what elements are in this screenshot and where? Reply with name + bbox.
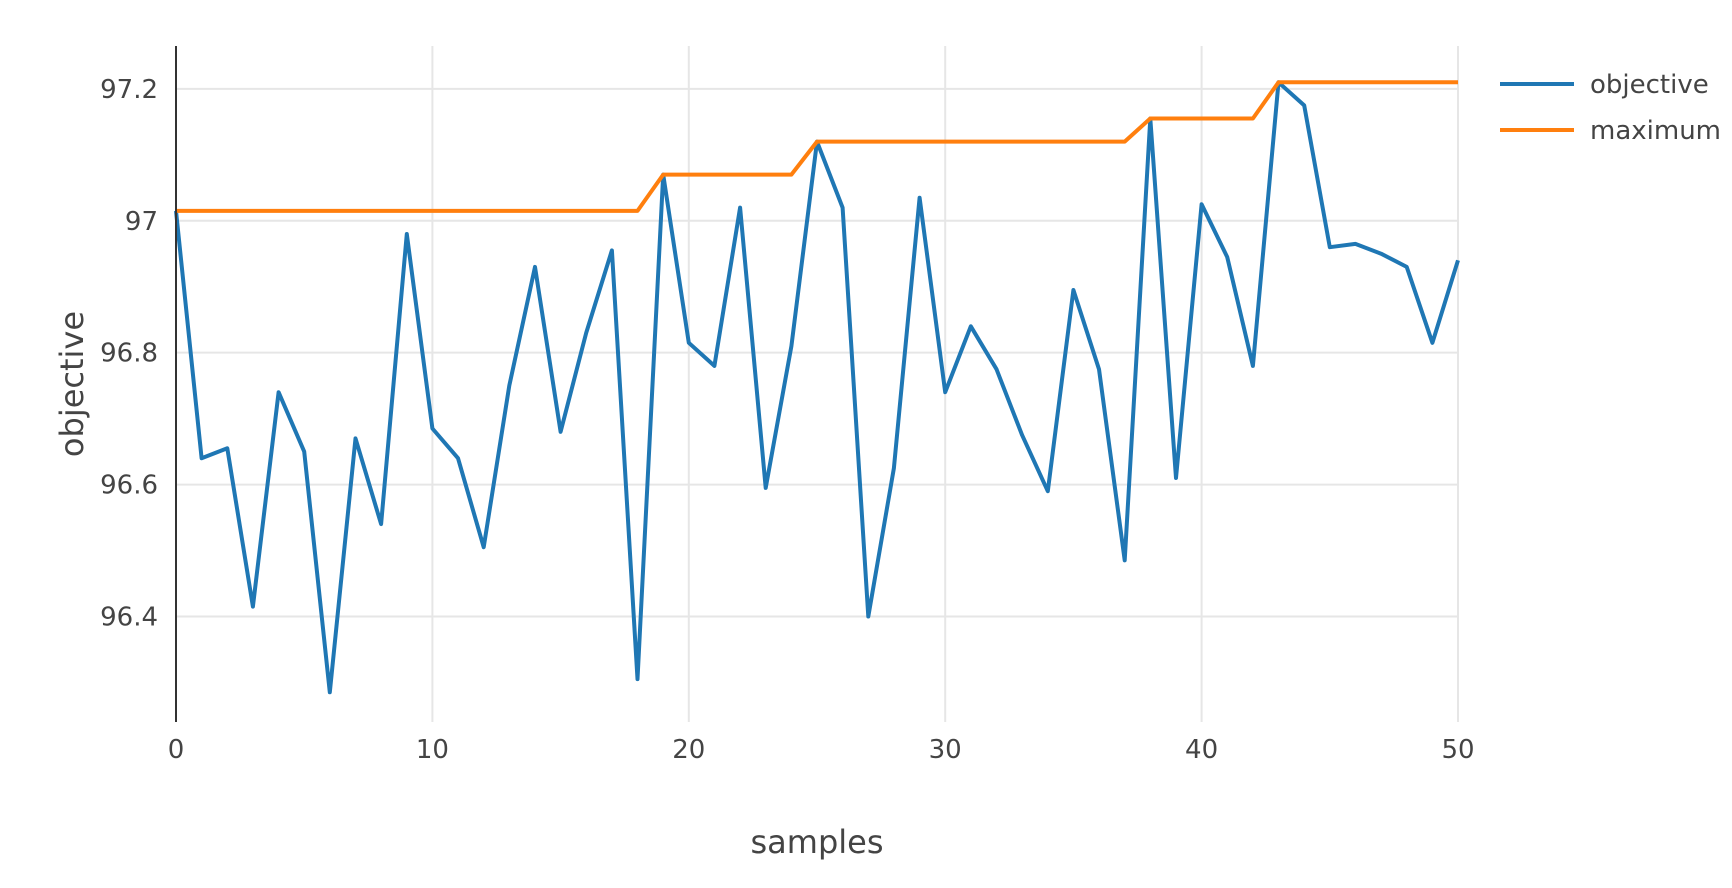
y-tick-label: 96.6 <box>100 471 158 501</box>
legend-item-objective[interactable]: objective <box>1500 70 1709 100</box>
x-tick-label: 20 <box>672 735 705 765</box>
legend-label: maximum <box>1590 116 1721 146</box>
y-tick-label: 97 <box>125 207 158 237</box>
series-line-objective <box>174 80 1460 695</box>
x-axis-ticks: 0 10 20 30 40 50 <box>168 735 1475 765</box>
x-tick-label: 40 <box>1185 735 1218 765</box>
grid <box>176 46 1459 722</box>
legend-item-maximum[interactable]: maximum <box>1500 116 1721 146</box>
x-axis-title: samples <box>750 823 883 861</box>
y-axis-ticks: 96.4 96.6 96.8 97 97.2 <box>100 75 158 633</box>
series-line-maximum <box>176 80 1458 213</box>
x-tick-label: 50 <box>1441 735 1474 765</box>
y-axis-title: objective <box>53 311 91 457</box>
x-tick-label: 30 <box>929 735 962 765</box>
legend[interactable]: objective maximum <box>1500 70 1721 146</box>
plot-area <box>174 80 1460 695</box>
y-tick-label: 97.2 <box>100 75 158 105</box>
x-tick-label: 0 <box>168 735 185 765</box>
y-tick-label: 96.8 <box>100 339 158 369</box>
x-tick-label: 10 <box>416 735 449 765</box>
y-tick-label: 96.4 <box>100 602 158 632</box>
legend-label: objective <box>1590 70 1709 100</box>
